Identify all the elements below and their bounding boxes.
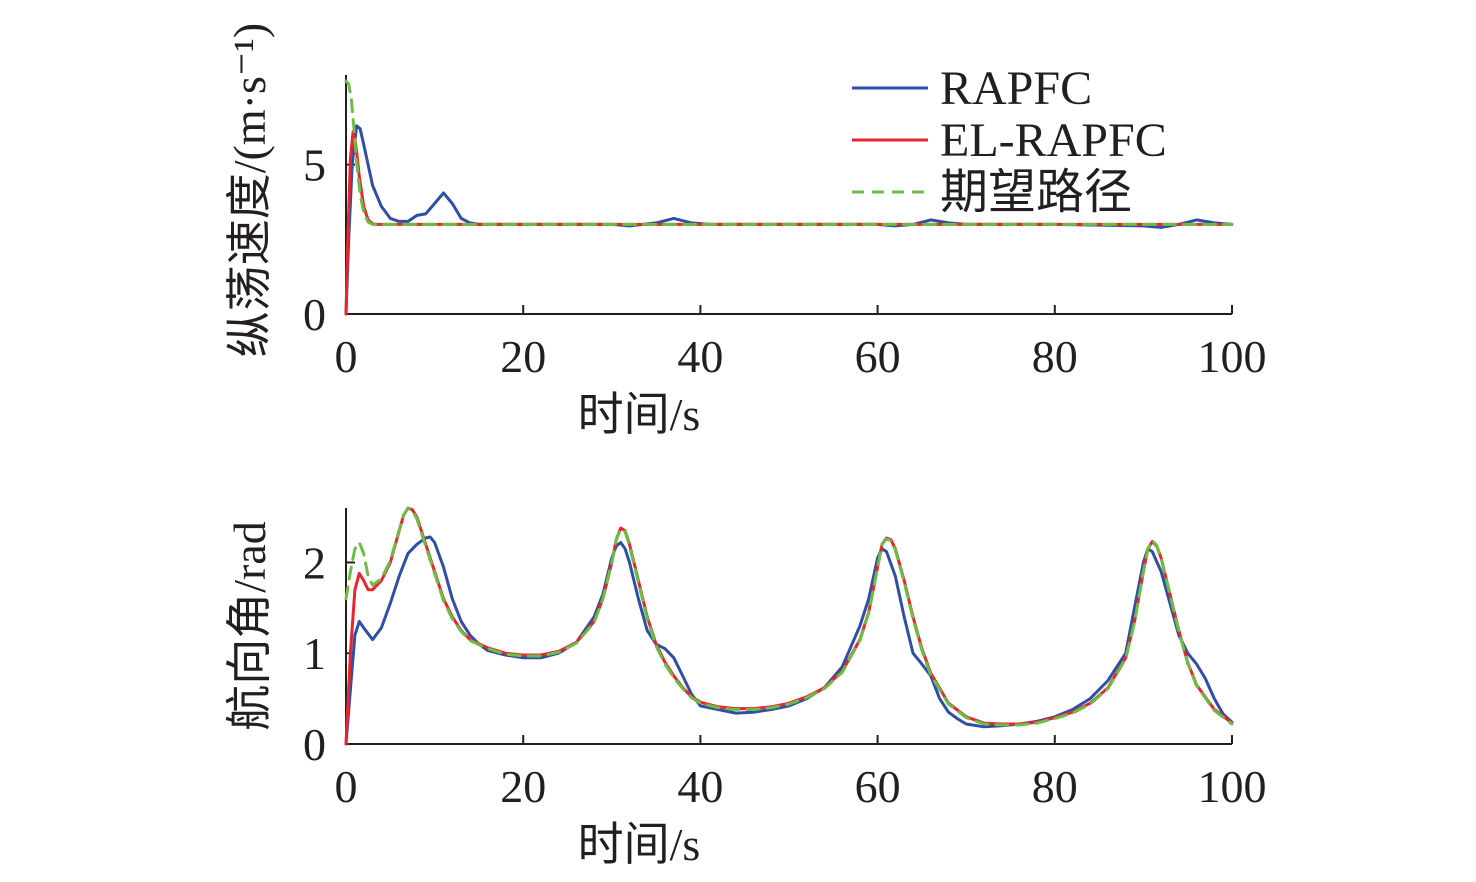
x-axis-label: 时间/s <box>578 389 701 440</box>
series-line-RAPFC <box>344 535 1234 746</box>
x-tick-label: 80 <box>1032 761 1078 812</box>
legend-label: EL-RAPFC <box>940 114 1167 167</box>
y-tick-label: 1 <box>303 628 326 679</box>
y-tick-label: 5 <box>303 140 326 191</box>
y-axis-label: 纵荡速度/(m·s⁻¹) <box>224 23 275 358</box>
y-tick-label: 0 <box>303 289 326 340</box>
x-axis-label: 时间/s <box>578 819 701 870</box>
x-tick-label: 20 <box>500 761 546 812</box>
x-tick-label: 60 <box>855 331 901 382</box>
chart-heading-angle: 0 20 40 60 80 100 0 1 2 时间/s 航向角/rad <box>224 506 1267 870</box>
y-axis-label: 航向角/rad <box>224 521 275 731</box>
y-tick-label: 0 <box>303 719 326 770</box>
y-tick-label: 2 <box>303 537 326 588</box>
x-tick-label: 40 <box>677 331 723 382</box>
x-tick-label: 0 <box>335 331 358 382</box>
x-tick-label: 0 <box>335 761 358 812</box>
series-line-期望路径 <box>344 79 1234 226</box>
chart-surge-velocity: 0 20 40 60 80 100 0 5 时间/s 纵荡速度/(m·s⁻¹) RAPFCEL-RA… <box>224 23 1267 440</box>
x-tick-label: 60 <box>855 761 901 812</box>
legend-label: 期望路径 <box>940 166 1132 219</box>
x-tick-label: 40 <box>677 761 723 812</box>
x-tick-label: 80 <box>1032 331 1078 382</box>
x-tick-label: 100 <box>1198 761 1267 812</box>
series-line-期望路径 <box>344 506 1234 727</box>
x-tick-label: 100 <box>1198 331 1267 382</box>
x-tick-label: 20 <box>500 331 546 382</box>
series-line-EL-RAPFC <box>344 506 1234 746</box>
legend-label: RAPFC <box>940 62 1092 115</box>
